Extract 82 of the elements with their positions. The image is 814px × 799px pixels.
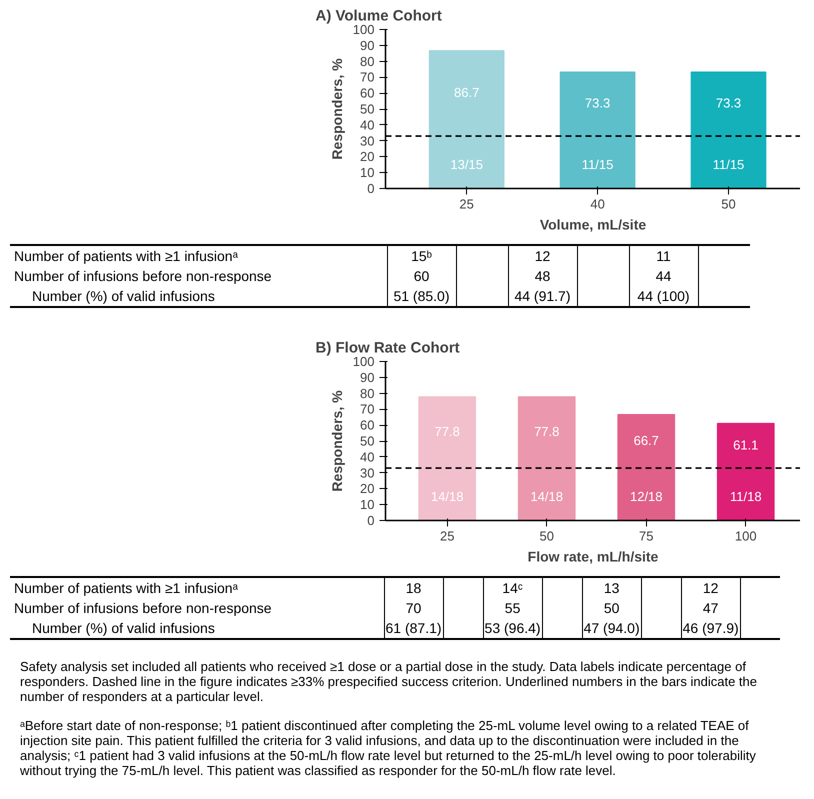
bar xyxy=(716,422,775,521)
chart-title: A) Volume Cohort xyxy=(316,8,442,24)
text: 53 (96.4) xyxy=(483,618,542,640)
text: 60 xyxy=(387,266,456,286)
y-tick-label: 70 xyxy=(360,70,375,85)
y-tick-label: 10 xyxy=(360,497,375,512)
text: Number (%) of valid infusions xyxy=(31,287,216,306)
data-label: 61.1 xyxy=(733,438,758,453)
data-label: 73.3 xyxy=(584,96,610,111)
text: Number of patients with ≥1 infusionᵃ xyxy=(13,247,239,266)
bar xyxy=(617,414,676,521)
text: 12 xyxy=(681,577,740,598)
text: 61 (87.1) xyxy=(384,618,444,640)
text: 46 (97.9) xyxy=(681,618,740,640)
y-tick-label: 80 xyxy=(360,54,375,69)
text: 48 xyxy=(508,266,577,286)
text: 47 xyxy=(681,598,740,618)
y-tick-label: 100 xyxy=(352,22,375,37)
text: 12 xyxy=(508,245,577,266)
data-label: 77.8 xyxy=(434,424,460,440)
text: 18 xyxy=(384,577,444,598)
y-axis-title: Responders, % xyxy=(328,58,345,160)
data-label: 77.8 xyxy=(534,424,560,440)
annotation: 11/15 xyxy=(712,157,744,172)
y-tick-label: 30 xyxy=(360,465,375,480)
y-tick-label: 40 xyxy=(360,117,375,132)
annotation: 14/18 xyxy=(430,489,464,504)
bar xyxy=(518,396,576,521)
x-axis-title: Flow rate, mL/h/site xyxy=(528,548,659,565)
text: 44 (91.7) xyxy=(508,286,577,307)
text: Number of patients with ≥1 infusionᵃ xyxy=(13,579,239,598)
y-tick-label: 10 xyxy=(360,165,375,180)
y-tick-label: 80 xyxy=(360,386,375,401)
text: 11 xyxy=(629,245,698,266)
x-tick-label: 100 xyxy=(734,528,757,544)
bar xyxy=(418,396,476,521)
y-tick-label: 60 xyxy=(360,418,375,433)
y-tick-label: 50 xyxy=(360,102,375,116)
text: 15ᵇ xyxy=(387,245,456,266)
annotation: 13/15 xyxy=(450,157,483,172)
data-label: 86.7 xyxy=(454,85,480,100)
text: 14ᶜ xyxy=(483,577,542,598)
y-tick-label: 0 xyxy=(367,181,375,196)
x-tick-label: 25 xyxy=(440,528,454,544)
text: 70 xyxy=(384,598,444,618)
text: 55 xyxy=(483,598,542,618)
text: 47 (94.0) xyxy=(582,618,642,640)
x-tick-label: 40 xyxy=(590,196,605,212)
annotation: 14/18 xyxy=(530,489,564,504)
x-tick-label: 25 xyxy=(459,196,474,212)
text: Number of infusions before non-response xyxy=(13,267,273,286)
annotation: 12/18 xyxy=(630,489,663,504)
y-axis-title: Responders, % xyxy=(328,390,345,492)
y-tick-label: 70 xyxy=(360,402,375,417)
y-tick-label: 0 xyxy=(367,513,375,528)
y-tick-label: 60 xyxy=(360,86,375,101)
y-tick-label: 90 xyxy=(360,370,375,386)
text: 50 xyxy=(582,598,642,618)
chart-title: B) Flow Rate Cohort xyxy=(316,340,460,357)
y-tick-label: 20 xyxy=(360,149,375,164)
text: Number of infusions before non-response xyxy=(13,599,273,618)
text: 13 xyxy=(582,577,642,598)
x-tick-label: 75 xyxy=(639,528,654,544)
text: Number (%) of valid infusions xyxy=(31,619,216,638)
y-tick-label: 100 xyxy=(352,354,375,370)
text: Safety analysis set included all patients who received ≥1 dose or a partial dose in the study. Data labels indicate percentage of responders. Dashed line in the figure indicates ≥33% prespecified success criterion. Underlined numbers in the bars indicate the number of responders at a particular level. xyxy=(20,659,758,704)
text: ᵃBefore start date of non-response; ᵇ1 patient discontinued after completing the 25-mL volume level owing to a related TEAE of injection site pain. This patient fulfilled the criteria for 3 valid infusions, and data up to the discontinuation were included in the analysis; ᶜ1 patient had 3 valid infusions at the 50-mL/h flow rate level but returned to the 25-mL/h level owing to poor tolerability without trying the 75-mL/h level. This patient was classified as responder for the 50-mL/h flow rate level. xyxy=(20,718,757,778)
x-tick-label: 50 xyxy=(721,196,736,212)
annotation: 11/18 xyxy=(730,489,762,504)
x-axis-title: Volume, mL/site xyxy=(540,216,646,232)
y-tick-label: 40 xyxy=(360,450,375,465)
y-tick-label: 30 xyxy=(360,133,375,148)
data-label: 66.7 xyxy=(634,433,659,448)
y-tick-label: 50 xyxy=(360,434,375,449)
y-tick-label: 20 xyxy=(360,481,375,496)
text: 51 (85.0) xyxy=(387,286,456,307)
annotation: 11/15 xyxy=(582,157,614,172)
text: 44 xyxy=(629,266,698,286)
x-tick-label: 50 xyxy=(539,528,554,544)
text: 44 (100) xyxy=(629,286,698,307)
data-label: 73.3 xyxy=(716,96,742,111)
y-tick-label: 90 xyxy=(360,38,375,53)
